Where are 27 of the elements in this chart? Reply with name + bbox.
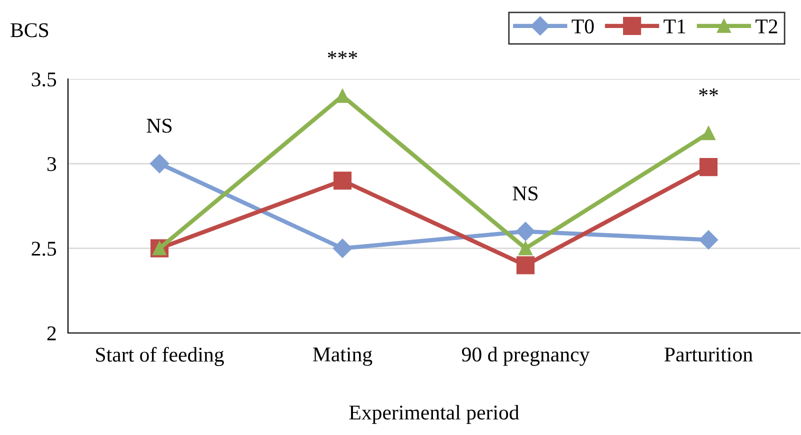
point — [333, 172, 352, 190]
legend-label: T2 — [756, 19, 778, 34]
text: *** — [328, 51, 358, 59]
y-axis-title: BCS — [10, 23, 48, 38]
x-tick-label: 90 d pregnancy — [462, 346, 590, 366]
annotation: ** — [699, 88, 718, 96]
annotation: NS — [146, 118, 172, 133]
point — [702, 126, 716, 140]
y-tick-label: 2.5 — [32, 242, 56, 256]
point — [516, 256, 535, 274]
point — [150, 154, 170, 174]
point — [699, 158, 718, 176]
point — [336, 88, 350, 103]
y-tick-label: 2 — [47, 326, 56, 340]
y-tick-label: 3 — [47, 157, 56, 172]
x-tick-label: Start of feeding — [96, 346, 224, 366]
point — [332, 238, 352, 258]
point — [516, 222, 536, 241]
point — [518, 241, 532, 256]
x-tick-label: Parturition — [664, 348, 753, 362]
x-axis-title: Experimental period — [349, 404, 520, 424]
annotation: NS — [512, 186, 538, 201]
x-tick-label: Mating — [313, 347, 372, 366]
point — [698, 230, 718, 250]
legend-label: T0 — [572, 19, 594, 34]
y-tick-label: 3.5 — [32, 72, 56, 87]
legend-label: T1 — [664, 19, 686, 34]
